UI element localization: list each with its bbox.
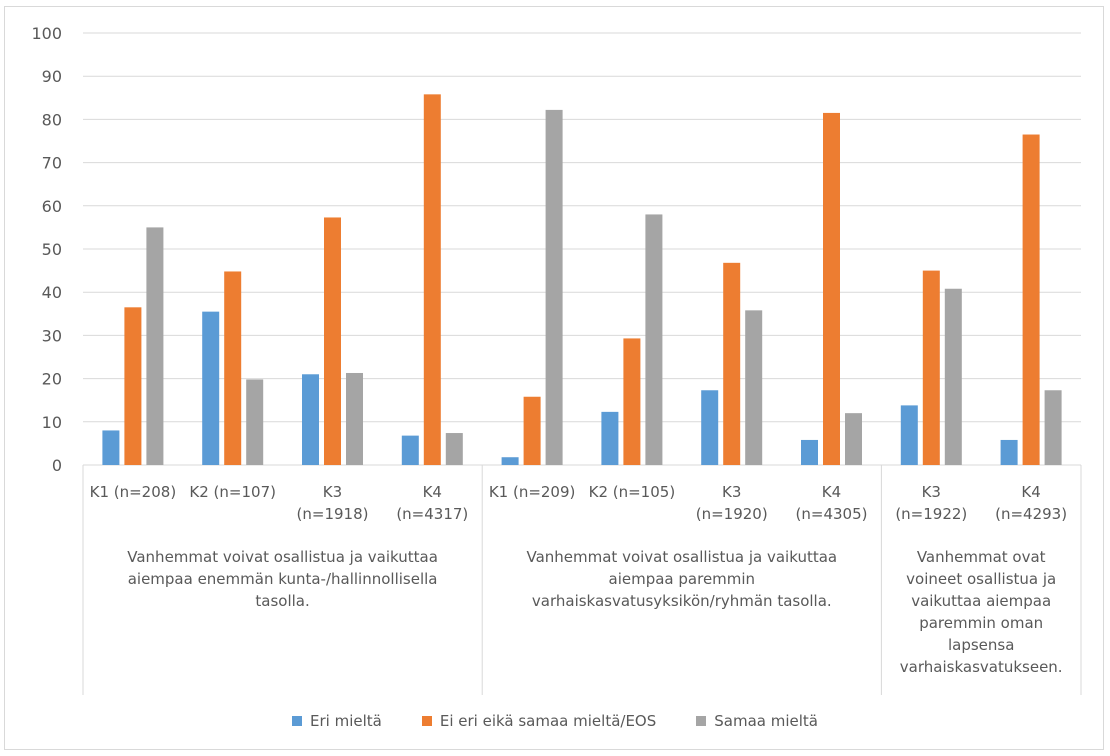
category-label: K3 — [323, 483, 342, 501]
bar-eri-mielt- — [801, 439, 818, 465]
legend-item: Ei eri eikä samaa mieltä/EOS — [421, 712, 657, 730]
legend-item: Samaa mieltä — [696, 712, 818, 730]
bar-samaa-mielt- — [845, 413, 862, 465]
bar-samaa-mielt- — [545, 109, 563, 465]
bar-ei-eri-eik-samaa-mielt-eos — [922, 270, 940, 465]
bar-eri-mielt- — [601, 411, 619, 465]
bar-ei-eri-eik-samaa-mielt-eos — [124, 307, 142, 465]
bar-samaa-mielt- — [944, 288, 962, 465]
bar-eri-mielt- — [102, 430, 120, 465]
legend-label: Ei eri eikä samaa mieltä/EOS — [439, 712, 657, 730]
category-label: K4 — [822, 483, 841, 501]
y-tick-label: 10 — [42, 413, 62, 432]
category-label: K3 — [722, 483, 741, 501]
group-label: voineet osallistua ja — [906, 570, 1056, 588]
bar-samaa-mielt- — [246, 379, 264, 465]
group-label: tasolla. — [255, 592, 309, 610]
bar-eri-mielt- — [302, 374, 319, 465]
group-label: paremmin oman — [919, 614, 1043, 632]
legend-swatch — [292, 716, 302, 726]
category-label: K1 (n=209) — [489, 483, 576, 501]
category-label: (n=1920) — [696, 505, 768, 523]
legend-swatch — [696, 716, 707, 726]
category-label: (n=4305) — [796, 505, 868, 523]
category-label: (n=1922) — [895, 505, 967, 523]
category-label: (n=4317) — [396, 505, 468, 523]
bar-ei-eri-eik-samaa-mielt-eos — [324, 217, 341, 465]
category-label: K2 (n=107) — [189, 483, 276, 501]
y-tick-label: 80 — [42, 110, 62, 129]
legend-label: Eri mieltä — [310, 712, 382, 730]
category-label: K1 (n=208) — [90, 483, 177, 501]
y-tick-label: 40 — [42, 283, 62, 302]
group-label: lapsensa — [948, 636, 1014, 654]
category-label: (n=1918) — [297, 505, 369, 523]
bar-ei-eri-eik-samaa-mielt-eos — [823, 112, 840, 466]
bar-eri-mielt- — [401, 435, 419, 465]
group-label: Vanhemmat ovat — [917, 548, 1046, 566]
bar-samaa-mielt- — [645, 214, 663, 465]
bar-samaa-mielt- — [146, 227, 164, 465]
category-label: K3 — [922, 483, 941, 501]
legend-swatch — [421, 716, 432, 726]
bar-eri-mielt- — [501, 457, 519, 465]
y-tick-label: 90 — [42, 67, 62, 86]
bar-samaa-mielt- — [745, 310, 763, 465]
y-tick-label: 60 — [42, 197, 62, 216]
bar-ei-eri-eik-samaa-mielt-eos — [723, 262, 741, 465]
group-label: Vanhemmat voivat osallistua ja vaikuttaa — [526, 548, 837, 566]
y-tick-label: 0 — [52, 456, 62, 475]
group-label: varhaiskasvatusyksikön/ryhmän tasolla. — [532, 592, 832, 610]
bar-ei-eri-eik-samaa-mielt-eos — [224, 271, 242, 465]
legend-item: Eri mieltä — [292, 712, 382, 730]
group-label: aiempaa paremmin — [609, 570, 756, 588]
group-label: Vanhemmat voivat osallistua ja vaikuttaa — [127, 548, 438, 566]
bar-ei-eri-eik-samaa-mielt-eos — [1022, 134, 1040, 465]
y-tick-label: 30 — [42, 326, 62, 345]
bar-eri-mielt- — [900, 405, 918, 465]
y-tick-label: 20 — [42, 370, 62, 389]
category-label: K4 — [423, 483, 442, 501]
category-label: (n=4293) — [995, 505, 1067, 523]
y-tick-label: 50 — [42, 240, 62, 259]
group-label: varhaiskasvatukseen. — [900, 658, 1063, 676]
y-tick-label: 100 — [31, 24, 62, 43]
bar-samaa-mielt- — [346, 372, 363, 465]
bar-ei-eri-eik-samaa-mielt-eos — [523, 396, 541, 465]
category-label: K4 — [1021, 483, 1040, 501]
legend-label: Samaa mieltä — [714, 712, 818, 730]
group-label: vaikuttaa aiempaa — [911, 592, 1051, 610]
y-tick-label: 70 — [42, 154, 62, 173]
bar-eri-mielt- — [701, 390, 719, 465]
bar-samaa-mielt- — [445, 433, 463, 465]
bar-samaa-mielt- — [1044, 390, 1062, 465]
chart-legend: Eri mieltä Ei eri eikä samaa mieltä/EOS Sa… — [0, 712, 1110, 730]
group-label: aiempaa enemmän kunta-/hallinnollisella — [128, 570, 438, 588]
bar-ei-eri-eik-samaa-mielt-eos — [423, 94, 441, 466]
bar-ei-eri-eik-samaa-mielt-eos — [623, 338, 641, 465]
bar-eri-mielt- — [202, 311, 220, 465]
category-label: K2 (n=105) — [589, 483, 676, 501]
bar-eri-mielt- — [1000, 439, 1018, 465]
